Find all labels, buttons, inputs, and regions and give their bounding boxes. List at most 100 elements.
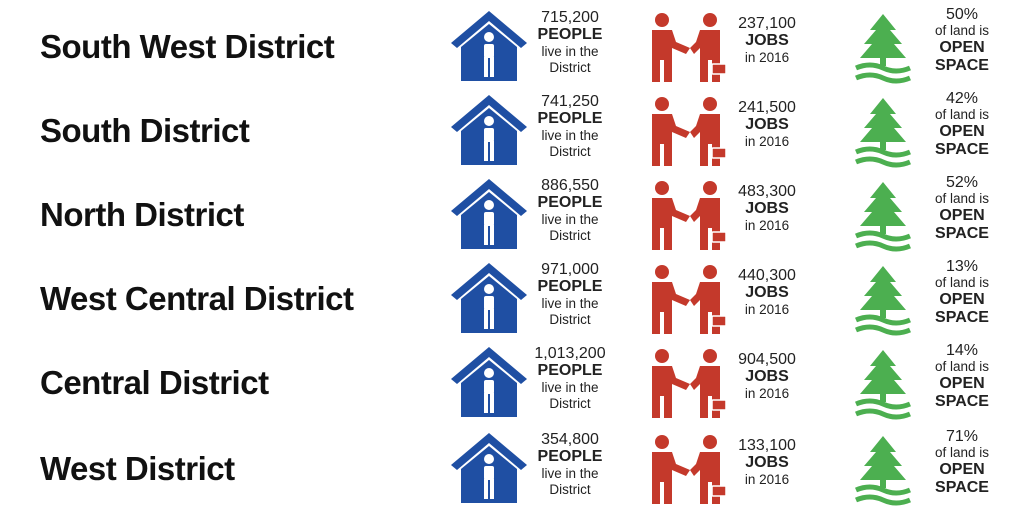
- jobs-stat: 483,300 JOBS in 2016: [726, 184, 808, 234]
- open-space-label-1: OPEN: [939, 461, 985, 478]
- population-stat: 354,800 PEOPLE live in the District: [528, 432, 612, 498]
- house-person-icon: [451, 179, 527, 249]
- open-space-stat: 52% of land is OPEN SPACE: [928, 175, 996, 243]
- open-space-label-1: OPEN: [939, 291, 985, 308]
- jobs-stat: 133,100 JOBS in 2016: [726, 438, 808, 488]
- tree-icon: [855, 14, 911, 84]
- house-person-icon: [451, 11, 527, 81]
- handshake-icon: [652, 265, 727, 334]
- open-space-caption: of land is: [934, 445, 990, 460]
- open-space-stat: 50% of land is OPEN SPACE: [928, 7, 996, 75]
- jobs-caption: in 2016: [744, 218, 790, 233]
- population-caption-1: live in the: [541, 296, 599, 311]
- population-caption-2: District: [549, 312, 591, 327]
- jobs-value: 904,500: [738, 351, 796, 368]
- jobs-label: JOBS: [745, 116, 789, 133]
- open-space-caption: of land is: [934, 359, 990, 374]
- open-space-percent: 14%: [945, 342, 979, 359]
- jobs-caption: in 2016: [744, 302, 790, 317]
- jobs-stat: 241,500 JOBS in 2016: [726, 100, 808, 150]
- open-space-stat: 13% of land is OPEN SPACE: [928, 259, 996, 327]
- jobs-label: JOBS: [745, 368, 789, 385]
- population-stat: 886,550 PEOPLE live in the District: [528, 178, 612, 244]
- population-label: PEOPLE: [537, 448, 603, 465]
- population-caption-1: live in the: [541, 212, 599, 227]
- population-label: PEOPLE: [537, 362, 603, 379]
- population-value: 715,200: [541, 9, 599, 26]
- tree-icon: [855, 98, 911, 168]
- handshake-icon: [652, 13, 727, 82]
- district-name: Central District: [40, 364, 269, 401]
- jobs-caption: in 2016: [744, 50, 790, 65]
- district-name: North District: [40, 196, 244, 233]
- tree-icon: [855, 350, 911, 420]
- open-space-stat: 14% of land is OPEN SPACE: [928, 343, 996, 411]
- open-space-caption: of land is: [934, 107, 990, 122]
- open-space-label-1: OPEN: [939, 39, 985, 56]
- district-name: West Central District: [40, 280, 354, 317]
- population-label: PEOPLE: [537, 26, 603, 43]
- population-stat: 715,200 PEOPLE live in the District: [528, 10, 612, 76]
- jobs-caption: in 2016: [744, 472, 790, 487]
- open-space-label-2: SPACE: [935, 57, 989, 74]
- district-row: South West District 715,200 PEOPLE live …: [0, 6, 1034, 90]
- open-space-percent: 52%: [945, 174, 979, 191]
- population-label: PEOPLE: [537, 194, 603, 211]
- handshake-icon: [652, 435, 727, 504]
- open-space-percent: 50%: [945, 6, 979, 23]
- district-row: North District 886,550 PEOPLE live in th…: [0, 174, 1034, 258]
- open-space-caption: of land is: [934, 23, 990, 38]
- house-person-icon: [451, 95, 527, 165]
- open-space-caption: of land is: [934, 275, 990, 290]
- population-label: PEOPLE: [537, 278, 603, 295]
- jobs-label: JOBS: [745, 454, 789, 471]
- population-caption-2: District: [549, 228, 591, 243]
- jobs-value: 133,100: [738, 437, 796, 454]
- jobs-label: JOBS: [745, 200, 789, 217]
- open-space-percent: 71%: [945, 428, 979, 445]
- population-caption-1: live in the: [541, 128, 599, 143]
- population-caption-2: District: [549, 144, 591, 159]
- district-name: South District: [40, 112, 250, 149]
- jobs-value: 237,100: [738, 15, 796, 32]
- population-value: 886,550: [541, 177, 599, 194]
- population-caption-1: live in the: [541, 380, 599, 395]
- open-space-percent: 42%: [945, 90, 979, 107]
- open-space-label-2: SPACE: [935, 309, 989, 326]
- population-caption-2: District: [549, 60, 591, 75]
- population-caption-2: District: [549, 396, 591, 411]
- open-space-label-2: SPACE: [935, 225, 989, 242]
- population-label: PEOPLE: [537, 110, 603, 127]
- house-person-icon: [451, 263, 527, 333]
- population-stat: 971,000 PEOPLE live in the District: [528, 262, 612, 328]
- population-value: 971,000: [541, 261, 599, 278]
- handshake-icon: [652, 97, 727, 166]
- tree-icon: [855, 182, 911, 252]
- jobs-stat: 440,300 JOBS in 2016: [726, 268, 808, 318]
- population-value: 354,800: [541, 431, 599, 448]
- population-value: 1,013,200: [534, 345, 606, 362]
- district-row: West District 354,800 PEOPLE live in the…: [0, 428, 1034, 512]
- district-row: South District 741,250 PEOPLE live in th…: [0, 90, 1034, 174]
- open-space-label-2: SPACE: [935, 141, 989, 158]
- jobs-label: JOBS: [745, 284, 789, 301]
- jobs-value: 241,500: [738, 99, 796, 116]
- jobs-value: 440,300: [738, 267, 796, 284]
- jobs-caption: in 2016: [744, 386, 790, 401]
- tree-icon: [855, 266, 911, 336]
- open-space-label-1: OPEN: [939, 207, 985, 224]
- jobs-stat: 237,100 JOBS in 2016: [726, 16, 808, 66]
- open-space-label-1: OPEN: [939, 375, 985, 392]
- open-space-label-1: OPEN: [939, 123, 985, 140]
- open-space-percent: 13%: [945, 258, 979, 275]
- population-caption-1: live in the: [541, 44, 599, 59]
- district-name: South West District: [40, 28, 335, 65]
- open-space-stat: 42% of land is OPEN SPACE: [928, 91, 996, 159]
- jobs-value: 483,300: [738, 183, 796, 200]
- jobs-stat: 904,500 JOBS in 2016: [726, 352, 808, 402]
- population-stat: 741,250 PEOPLE live in the District: [528, 94, 612, 160]
- population-caption-1: live in the: [541, 466, 599, 481]
- tree-icon: [855, 436, 911, 506]
- district-name: West District: [40, 450, 235, 487]
- open-space-label-2: SPACE: [935, 393, 989, 410]
